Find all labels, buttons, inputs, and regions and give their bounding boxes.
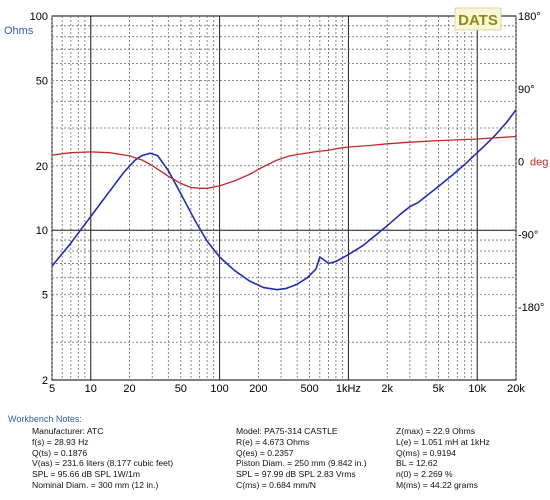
x-tick-label: 100	[210, 383, 228, 395]
y-tick-label: 10	[36, 225, 48, 237]
impedance-phase-chart: 5 10 20 50 100 200 500 1kHz 2k 5k 10k 20k2510205010…	[4, 7, 548, 395]
impedance-series-line	[51, 109, 517, 291]
notes-item: V(as) = 231.6 liters (8.177 cubic feet)	[32, 458, 174, 469]
x-tick-label: 20	[123, 383, 135, 395]
x-tick-label: 5	[49, 383, 55, 395]
notes-item: Model: PA75-314 CASTLE	[236, 426, 338, 436]
y-tick-label: 100	[30, 11, 48, 23]
y-tick-label: 5	[42, 290, 48, 302]
x-tick-label: 50	[175, 383, 187, 395]
notes-column-1: Manufacturer: ATC f(s) = 28.93 Hz Q(ts) …	[32, 426, 173, 491]
plot-grid	[51, 15, 517, 381]
notes-item: Nominal Diam. = 300 mm (12 in.)	[32, 479, 159, 490]
notes-item: Z(max) = 22.9 Ohms	[396, 426, 476, 436]
notes-column-3: Z(max) = 22.9 Ohms L(e) = 1.051 mH at 1k…	[396, 426, 490, 491]
notes-item: f(s) = 28.93 Hz	[32, 436, 89, 447]
y2-tick-label: 90°	[518, 84, 535, 96]
x-tick-label: 10k	[468, 383, 486, 395]
x-tick-label: 500	[300, 383, 318, 395]
notes-title: Workbench Notes:	[8, 414, 82, 424]
dats-logo-box	[454, 7, 502, 31]
x-tick-label: 200	[249, 383, 267, 395]
notes-item: Q(es) = 0.2357	[236, 447, 294, 458]
y-tick-label: 50	[36, 75, 48, 87]
notes-item: M(ms) = 44.22 grams	[396, 479, 478, 490]
dats-logo-text: DATS	[458, 12, 498, 29]
y2-tick-label: 180°	[518, 11, 541, 23]
plot-series	[51, 109, 517, 291]
notes-item: n(0) = 2.269 %	[396, 469, 453, 480]
notes-item: Q(ts) = 0.1876	[32, 447, 88, 458]
notes-item: SPL = 95.66 dB SPL 1W/1m	[32, 469, 141, 480]
y-tick-label: 20	[36, 161, 48, 173]
y2-tick-label: -90°	[518, 229, 538, 241]
plot-frame	[51, 15, 517, 381]
notes-item: SPL = 97.99 dB SPL 2.83 Vrms	[236, 469, 356, 480]
plot-labels: 5 10 20 50 100 200 500 1kHz 2k 5k 10k 20k2510205010…	[4, 7, 548, 395]
y-right-axis-label: deg	[530, 157, 548, 169]
x-tick-label: 2k	[381, 383, 393, 395]
y-left-axis-label: Ohms	[4, 25, 34, 37]
notes-item: Q(ms) = 0.9194	[396, 447, 456, 458]
x-tick-label: 20k	[507, 383, 525, 395]
y-tick-label: 2	[42, 375, 48, 387]
notes-item: R(e) = 4.673 Ohms	[236, 436, 310, 447]
notes-column-2: Model: PA75-314 CASTLE R(e) = 4.673 Ohms…	[236, 426, 367, 491]
notes-item: Manufacturer: ATC	[32, 426, 104, 436]
notes-item: C(ms) = 0.684 mm/N	[236, 479, 316, 490]
phase-series-line	[51, 135, 517, 189]
notes-item: BL = 12.62	[396, 458, 438, 469]
x-tick-label: 1kHz	[336, 383, 361, 395]
y2-tick-label: -180°	[518, 302, 544, 314]
x-tick-label: 10	[85, 383, 97, 395]
notes-item: Piston Diam. = 250 mm (9.842 in.)	[236, 458, 367, 469]
y2-tick-label: 0	[518, 157, 524, 169]
workbench-notes: Workbench Notes: Manufacturer: ATC f(s) …	[0, 412, 550, 500]
notes-item: L(e) = 1.051 mH at 1kHz	[396, 436, 490, 447]
x-tick-label: 5k	[433, 383, 445, 395]
